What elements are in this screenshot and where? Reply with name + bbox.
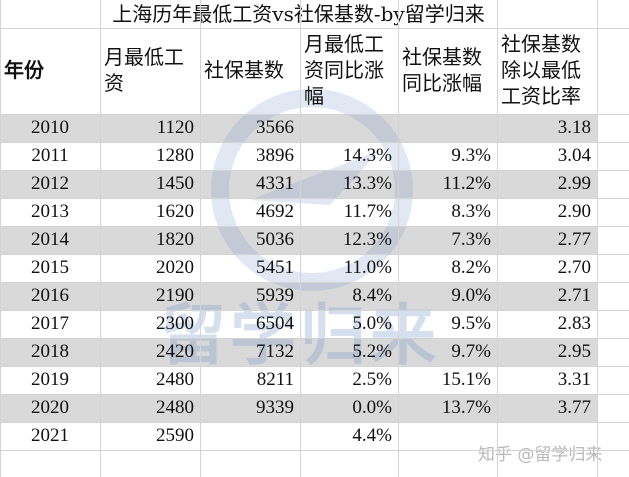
- grid-line: [0, 338, 629, 339]
- table-cell: 1280: [156, 145, 194, 166]
- table-cell: 8.2%: [451, 257, 491, 278]
- table-cell: 2.5%: [352, 369, 392, 390]
- table-cell: 2300: [156, 313, 194, 334]
- table-cell: 9339: [256, 397, 294, 418]
- grid-line: [0, 310, 629, 311]
- table-cell: 2019: [31, 369, 69, 390]
- column-header: 年份: [4, 58, 44, 82]
- grid-line: [0, 0, 1, 477]
- watermark: 留学归来: [160, 297, 440, 374]
- table-cell: 3566: [256, 117, 294, 138]
- table-cell: 3.31: [557, 369, 591, 390]
- table-cell: 2420: [156, 341, 194, 362]
- table-cell: 2.83: [557, 313, 591, 334]
- table-cell: 2015: [31, 257, 69, 278]
- grid-line: [0, 254, 629, 255]
- table-cell: 5939: [256, 285, 294, 306]
- table-cell: 12.3%: [342, 229, 392, 250]
- table-cell: 14.3%: [342, 145, 392, 166]
- table-cell: 3.04: [557, 145, 591, 166]
- table-cell: 8.3%: [451, 201, 491, 222]
- grid-line: [200, 0, 201, 477]
- table-cell: 2020: [31, 397, 69, 418]
- grid-line: [0, 142, 629, 143]
- grid-line: [0, 394, 629, 395]
- table-cell: 8211: [256, 369, 294, 390]
- table-cell: 3896: [256, 145, 294, 166]
- table-cell: 5451: [256, 257, 294, 278]
- grid-line: [0, 282, 629, 283]
- logo-plane: [250, 150, 380, 205]
- table-cell: 5.0%: [352, 313, 392, 334]
- table-cell: 1820: [156, 229, 194, 250]
- column-header: 社保基数: [204, 58, 284, 82]
- table-cell: 5036: [256, 229, 294, 250]
- grid-line: [0, 450, 629, 451]
- table-cell: 2020: [156, 257, 194, 278]
- table-cell: 2.95: [557, 341, 591, 362]
- table-cell: 2012: [31, 173, 69, 194]
- grid-line: [0, 114, 629, 115]
- column-header: 月最低工资: [104, 45, 184, 95]
- table-cell: 1120: [156, 117, 194, 138]
- table-cell: 13.7%: [441, 397, 491, 418]
- grid-line: [100, 0, 101, 477]
- table-cell: 11.0%: [343, 257, 392, 278]
- table-cell: 9.5%: [451, 313, 491, 334]
- table-cell: 2480: [156, 397, 194, 418]
- table-cell: 13.3%: [342, 173, 392, 194]
- table-cell: 11.7%: [343, 201, 392, 222]
- grid-line: [0, 366, 629, 367]
- table-title: 上海历年最低工资vs社保基数-by留学归来: [112, 2, 485, 26]
- table-cell: 2.77: [557, 229, 591, 250]
- grid-line: [0, 170, 629, 171]
- table-cell: 3.77: [557, 397, 591, 418]
- table-cell: 2011: [31, 145, 69, 166]
- table-cell: 2014: [31, 229, 69, 250]
- table-cell: 2017: [31, 313, 69, 334]
- table-cell: 2.90: [557, 201, 591, 222]
- table-cell: 0.0%: [352, 397, 392, 418]
- table-cell: 4331: [256, 173, 294, 194]
- column-header: 社保基数除以最低工资比率: [501, 32, 581, 108]
- table-cell: 8.4%: [352, 285, 392, 306]
- table-cell: 4692: [256, 201, 294, 222]
- table-cell: 6504: [256, 313, 294, 334]
- column-header: 社保基数同比涨幅: [402, 45, 482, 95]
- table-cell: 2021: [31, 425, 69, 446]
- table-cell: 2.71: [557, 285, 591, 306]
- table-cell: 3.18: [557, 117, 591, 138]
- table-cell: 9.0%: [451, 285, 491, 306]
- table-cell: 9.3%: [451, 145, 491, 166]
- grid-line: [398, 0, 399, 477]
- grid-line: [0, 422, 629, 423]
- grid-line: [597, 0, 598, 477]
- grid-line: [300, 0, 301, 477]
- table-cell: 4.4%: [352, 425, 392, 446]
- table-cell: 2016: [31, 285, 69, 306]
- table-cell: 2590: [156, 425, 194, 446]
- grid-line: [0, 28, 629, 29]
- column-header: 月最低工资同比涨幅: [304, 32, 384, 108]
- table-cell: 1620: [156, 201, 194, 222]
- table-cell: 5.2%: [352, 341, 392, 362]
- table-cell: 2013: [31, 201, 69, 222]
- table-cell: 2018: [31, 341, 69, 362]
- table-cell: 7132: [256, 341, 294, 362]
- table-cell: 15.1%: [441, 369, 491, 390]
- table-cell: 9.7%: [451, 341, 491, 362]
- table-cell: 2.70: [557, 257, 591, 278]
- grid-line: [0, 226, 629, 227]
- grid-line: [497, 0, 498, 477]
- table-cell: 2.99: [557, 173, 591, 194]
- table-cell: 2190: [156, 285, 194, 306]
- table-cell: 7.3%: [451, 229, 491, 250]
- table-cell: 11.2%: [442, 173, 491, 194]
- table-cell: 2010: [31, 117, 69, 138]
- table-cell: 1450: [156, 173, 194, 194]
- grid-line: [0, 198, 629, 199]
- table-cell: 2480: [156, 369, 194, 390]
